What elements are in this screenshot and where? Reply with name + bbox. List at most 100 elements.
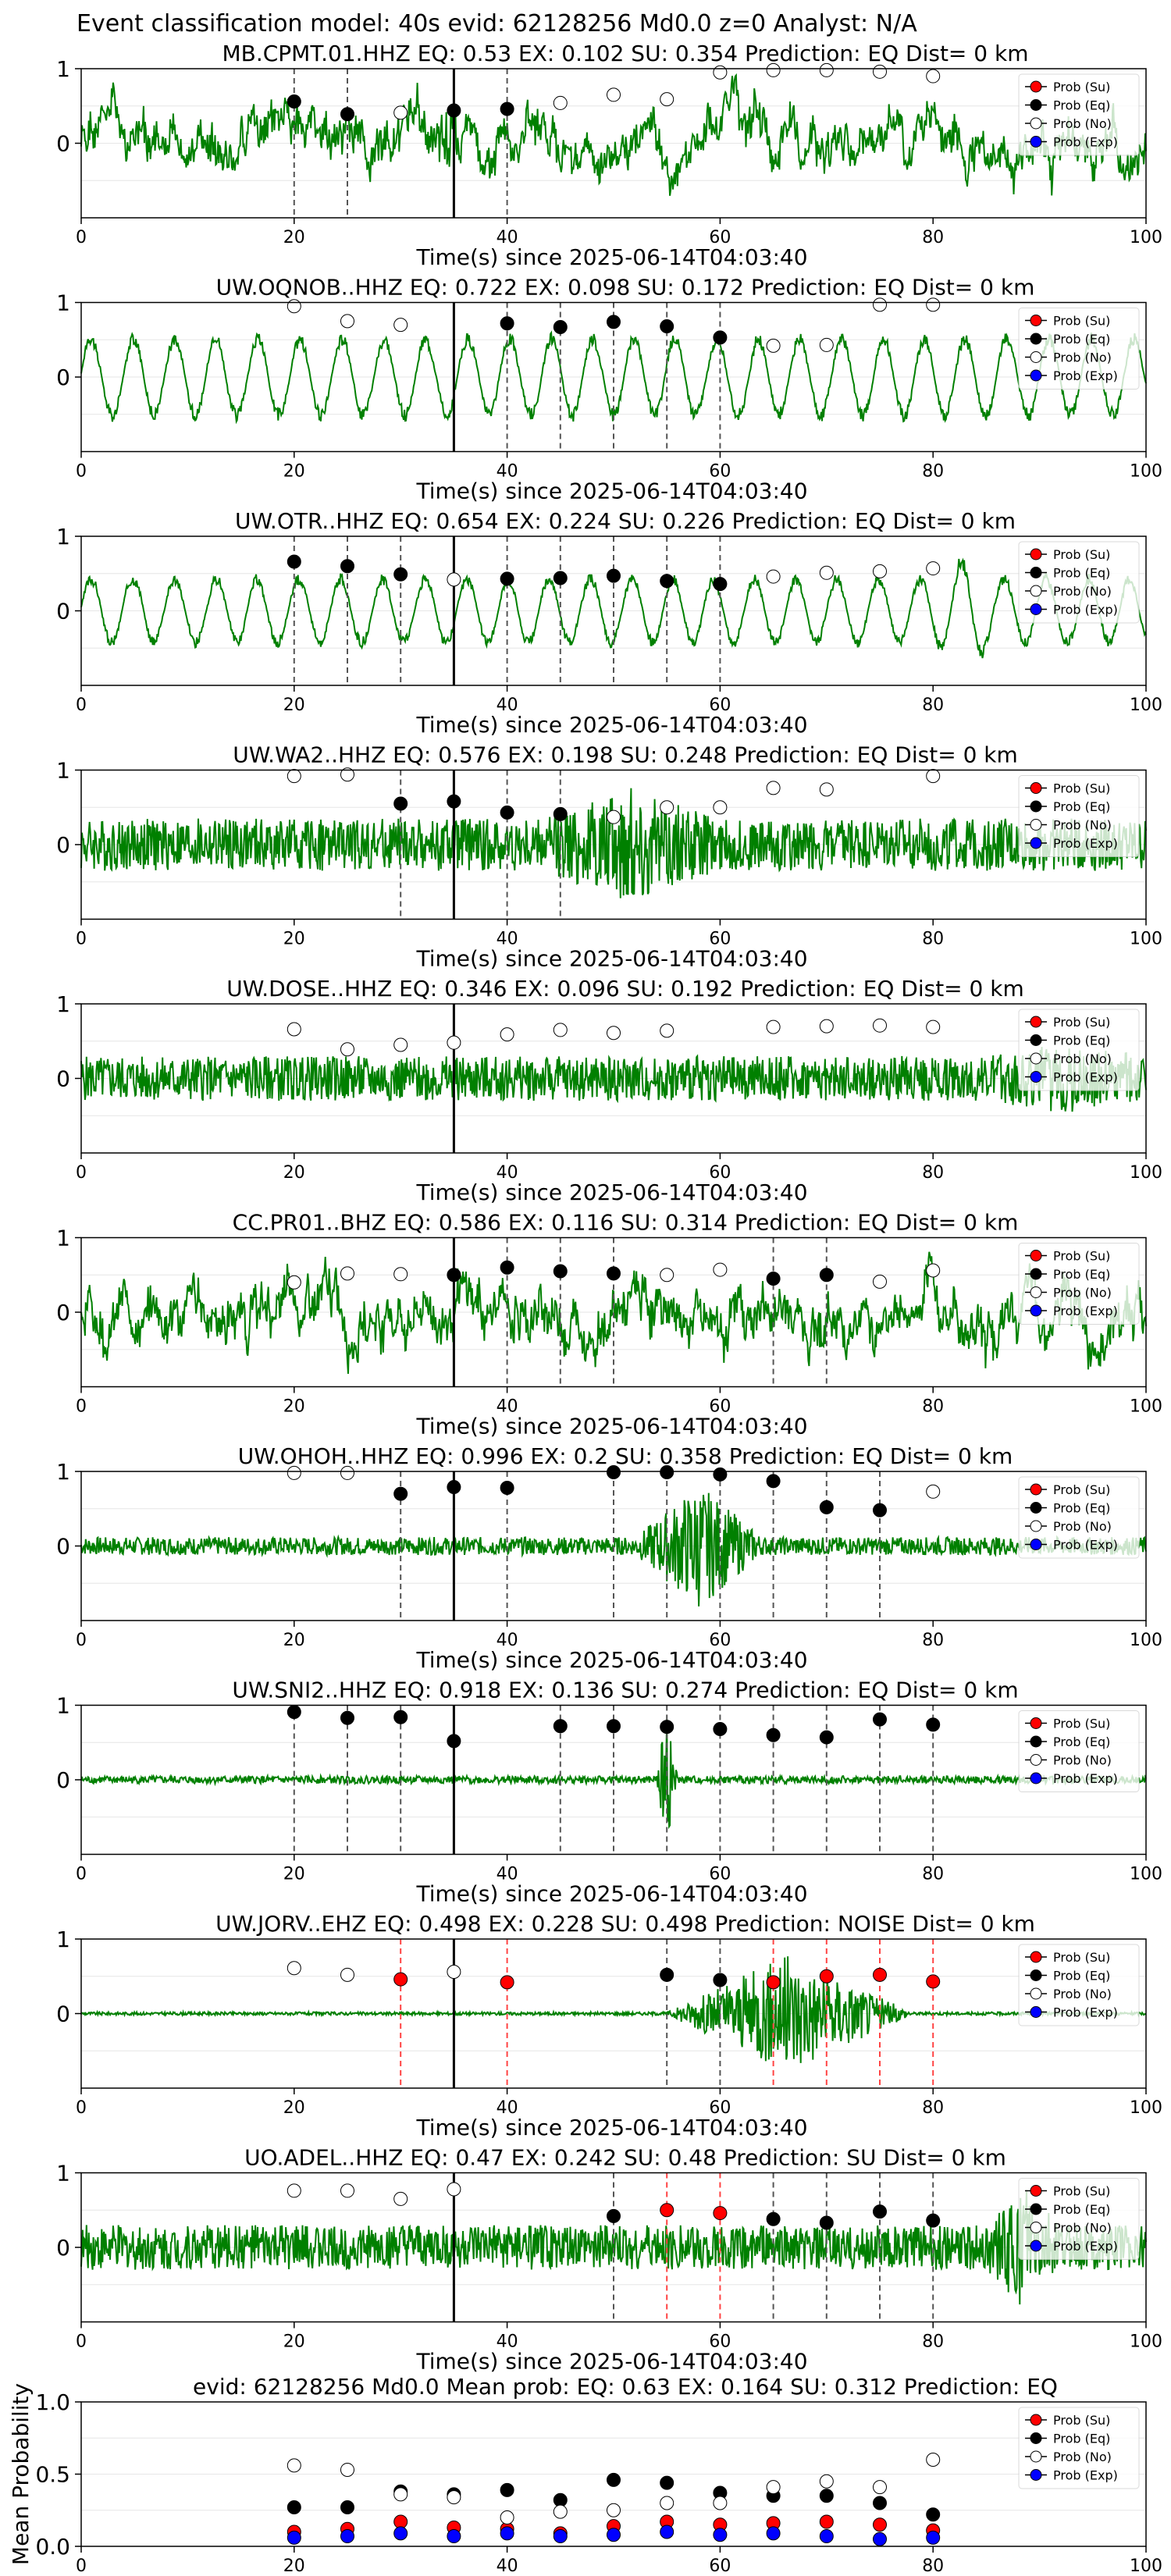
- legend-entry-su-label: Prob (Su): [1053, 314, 1110, 329]
- x-tick-label: 0: [76, 228, 87, 247]
- legend-entry-no-label: Prob (No): [1053, 2450, 1112, 2464]
- legend-entry-no-label: Prob (No): [1053, 1987, 1112, 2001]
- prob-point-no: [660, 1268, 674, 1283]
- prob-point-no: [766, 1019, 781, 1034]
- prob-point-no: [447, 2182, 461, 2197]
- prob-point-no: [819, 62, 834, 77]
- prob-point-no: [340, 2183, 354, 2198]
- prob-point-no: [340, 2462, 354, 2477]
- prob-point-no: [447, 1035, 461, 1050]
- prob-point-exp: [819, 2529, 834, 2544]
- y-tick-label: 1: [56, 1226, 70, 1251]
- prob-point-no: [340, 314, 354, 329]
- legend-entry-exp-label: Prob (Exp): [1053, 135, 1118, 150]
- prob-point-no: [607, 809, 621, 824]
- legend-entry-su-marker: [1030, 1016, 1042, 1028]
- waveform-trace: [80, 1719, 1147, 1830]
- x-tick-label: 100: [1130, 228, 1162, 247]
- prob-point-eq: [447, 1480, 461, 1495]
- prob-point-eq: [607, 1266, 621, 1281]
- station-panel: CC.PR01..BHZ EQ: 0.586 EX: 0.116 SU: 0.3…: [56, 1210, 1162, 1439]
- prob-point-no: [819, 1019, 834, 1034]
- x-tick-label: 80: [922, 2098, 944, 2118]
- prob-point-eq: [819, 1730, 834, 1745]
- prob-point-eq: [660, 319, 674, 334]
- page-title: Event classification model: 40s evid: 62…: [77, 10, 917, 37]
- legend-entry-eq-label: Prob (Eq): [1053, 566, 1110, 581]
- prob-point-eq: [500, 571, 514, 586]
- prob-point-eq: [607, 1464, 621, 1479]
- legend-entry-su-label: Prob (Su): [1053, 781, 1110, 796]
- panel-title: MB.CPMT.01.HHZ EQ: 0.53 EX: 0.102 SU: 0.…: [222, 41, 1028, 66]
- legend-box: [1018, 73, 1140, 156]
- x-tick-label: 80: [922, 696, 944, 715]
- legend-box: [1018, 308, 1140, 390]
- y-tick-label: 0: [56, 2235, 70, 2261]
- x-axis-label: Time(s) since 2025-06-14T04:03:40: [415, 479, 807, 504]
- prob-point-eq: [713, 1722, 728, 1737]
- prob-point-eq: [926, 2213, 941, 2228]
- legend-entry-exp-marker: [1030, 2240, 1042, 2252]
- legend-entry-no-marker: [1030, 585, 1042, 597]
- x-tick-label: 0: [76, 2332, 87, 2352]
- prob-point-eq: [393, 567, 408, 582]
- legend-entry-eq-marker: [1030, 800, 1042, 813]
- prob-point-eq: [393, 796, 408, 811]
- prob-point-no: [393, 105, 408, 120]
- prob-point-exp: [393, 2526, 408, 2541]
- prob-point-no: [553, 95, 568, 110]
- y-tick-label: 0.5: [35, 2462, 70, 2488]
- legend-entry-exp-label: Prob (Exp): [1053, 368, 1118, 383]
- prob-point-eq: [660, 1967, 674, 1982]
- legend-entry-no-marker: [1030, 2450, 1042, 2463]
- x-tick-label: 80: [922, 228, 944, 247]
- prob-point-su: [819, 1969, 834, 1984]
- legend-entry-no-label: Prob (No): [1053, 818, 1112, 833]
- prob-point-eq: [447, 1268, 461, 1283]
- legend-entry-exp-marker: [1030, 1071, 1042, 1083]
- legend-box: [1018, 1944, 1140, 2026]
- y-tick-label: 0: [56, 2001, 70, 2027]
- x-tick-label: 100: [1130, 2098, 1162, 2118]
- panel-title: UW.OHOH..HHZ EQ: 0.996 EX: 0.2 SU: 0.358…: [238, 1443, 1013, 1469]
- prob-point-exp: [660, 2524, 674, 2539]
- y-tick-label: 0.0: [35, 2534, 70, 2560]
- prob-point-eq: [553, 1264, 568, 1279]
- prob-point-no: [287, 299, 301, 314]
- x-tick-label: 100: [1130, 930, 1162, 949]
- legend-entry-no-label: Prob (No): [1053, 1286, 1112, 1300]
- legend-entry-su-label: Prob (Su): [1053, 1249, 1110, 1264]
- prob-point-eq: [287, 94, 301, 109]
- prob-point-no: [287, 1275, 301, 1290]
- legend-entry-no-marker: [1030, 1520, 1042, 1532]
- legend-entry-no-marker: [1030, 1286, 1042, 1298]
- prob-point-eq: [766, 1727, 781, 1742]
- y-tick-label: 0: [56, 832, 70, 858]
- x-axis-label: Time(s) since 2025-06-14T04:03:40: [415, 2349, 807, 2375]
- prob-point-su: [713, 2206, 728, 2221]
- legend-entry-su-marker: [1030, 80, 1042, 93]
- prob-point-eq: [553, 806, 568, 821]
- prob-point-no: [287, 1022, 301, 1037]
- legend-entry-exp-label: Prob (Exp): [1053, 1538, 1118, 1553]
- panel-title: UW.OTR..HHZ EQ: 0.654 EX: 0.224 SU: 0.22…: [235, 508, 1016, 534]
- x-tick-label: 40: [497, 1163, 518, 1183]
- legend-entry-eq-marker: [1030, 1268, 1042, 1280]
- x-tick-label: 20: [283, 930, 305, 949]
- y-tick-label: 1: [56, 1927, 70, 1952]
- prob-point-eq: [287, 554, 301, 569]
- prob-point-su: [500, 1975, 514, 1990]
- legend-entry-no-marker: [1030, 1754, 1042, 1766]
- legend-entry-exp-marker: [1030, 603, 1042, 615]
- y-tick-label: 0: [56, 1300, 70, 1325]
- legend-entry-eq-label: Prob (Eq): [1053, 1034, 1110, 1048]
- panel-title: UO.ADEL..HHZ EQ: 0.47 EX: 0.242 SU: 0.48…: [244, 2145, 1006, 2171]
- x-tick-label: 100: [1130, 1163, 1162, 1183]
- x-tick-label: 60: [709, 2098, 731, 2118]
- x-tick-label: 0: [76, 462, 87, 482]
- legend-entry-su-marker: [1030, 1717, 1042, 1729]
- prob-point-no: [926, 69, 941, 84]
- prob-point-eq: [287, 1705, 301, 1720]
- prob-point-exp: [926, 2530, 941, 2545]
- prob-point-no: [287, 1465, 301, 1480]
